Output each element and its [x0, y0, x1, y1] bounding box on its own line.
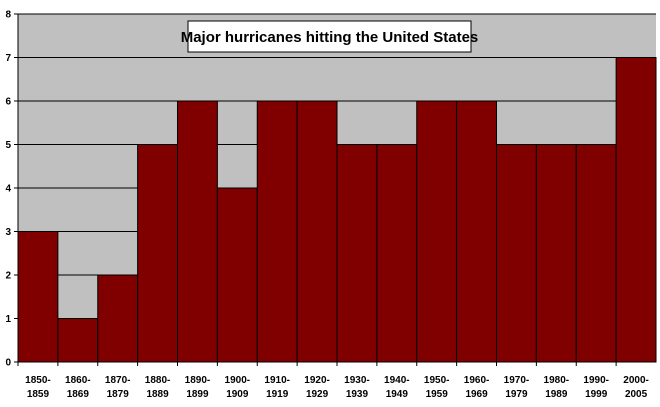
x-axis-tick-labels: 1850- 1859 1860- 1869 1870- 1879 1880- 1889 1890…: [17, 362, 649, 400]
bar: [535, 144, 577, 363]
x-tick-label: 1880- 1889: [145, 375, 171, 400]
bar: [296, 100, 338, 363]
x-tick-label-line2: 1989: [545, 389, 568, 400]
x-tick-label: 1970- 1979: [504, 375, 530, 400]
x-tick-label-line1: 2000-: [623, 375, 649, 386]
title-background: [187, 20, 472, 53]
x-tick-label: 1870- 1879: [105, 375, 131, 400]
x-tick-label-line1: 1850-: [25, 375, 51, 386]
bar: [256, 100, 298, 363]
x-tick-label-line1: 1880-: [145, 375, 171, 386]
x-tick-label: 1930- 1939: [344, 375, 370, 400]
bar: [336, 144, 378, 363]
x-tick-label-line1: 1910-: [264, 375, 290, 386]
x-tick-label-line2: 2005: [625, 389, 648, 400]
x-tick-label-line1: 1890-: [185, 375, 211, 386]
x-tick-label-line2: 1919: [266, 389, 289, 400]
x-tick-label-line1: 1960-: [464, 375, 490, 386]
bar: [376, 144, 418, 363]
x-tick-label-line1: 1990-: [583, 375, 609, 386]
x-tick-label: 1890- 1899: [185, 375, 211, 400]
y-tick-label: 2: [5, 271, 11, 282]
y-tick-label: 5: [5, 140, 11, 151]
x-tick-label-line1: 1870-: [105, 375, 131, 386]
bar: [57, 318, 99, 363]
y-tick-label: 0: [5, 358, 11, 369]
x-tick-label-line1: 1950-: [424, 375, 450, 386]
x-tick-label-line2: 1929: [306, 389, 329, 400]
x-tick-label-line1: 1970-: [504, 375, 530, 386]
x-tick-label-line2: 1889: [146, 389, 169, 400]
y-tick-label: 6: [5, 97, 11, 108]
y-tick-label: 1: [5, 314, 11, 325]
x-tick-label: 1950- 1959: [424, 375, 450, 400]
y-tick-label: 4: [5, 184, 11, 195]
bar: [416, 100, 458, 363]
y-tick-label: 7: [5, 53, 11, 64]
bar: [97, 274, 139, 363]
x-tick-label: 1920- 1929: [304, 375, 330, 400]
x-tick-label: 1850- 1859: [25, 375, 51, 400]
x-tick-label-line2: 1939: [346, 389, 369, 400]
x-tick-label-line1: 1920-: [304, 375, 330, 386]
x-tick-label: 1860- 1869: [65, 375, 91, 400]
x-tick-label: 1940- 1949: [384, 375, 410, 400]
y-tick-label: 8: [5, 10, 11, 21]
bar: [137, 144, 178, 363]
x-tick-label-line2: 1969: [465, 389, 488, 400]
x-tick-label-line2: 1999: [585, 389, 608, 400]
x-tick-label-line2: 1979: [505, 389, 528, 400]
bar: [456, 100, 497, 363]
x-tick-label: 1990- 1999: [583, 375, 609, 400]
x-tick-label: 2000- 2005: [623, 375, 649, 400]
x-tick-label-line1: 1980-: [544, 375, 570, 386]
chart-title: Major hurricanes hitting the United Stat…: [181, 29, 479, 46]
x-tick-label-line1: 1900-: [225, 375, 251, 386]
x-tick-label-line1: 1940-: [384, 375, 410, 386]
y-tick-label: 3: [5, 227, 11, 238]
y-axis-tick-labels: 0 1 2 3 4 5 6 7 8: [5, 10, 18, 369]
x-tick-label-line2: 1949: [386, 389, 409, 400]
x-tick-label-line2: 1909: [226, 389, 249, 400]
x-tick-label-line2: 1869: [67, 389, 90, 400]
x-tick-label: 1980- 1989: [544, 375, 570, 400]
bar: [17, 231, 59, 363]
x-tick-label: 1900- 1909: [225, 375, 251, 400]
x-tick-label-line1: 1930-: [344, 375, 370, 386]
x-tick-label-line2: 1859: [27, 389, 50, 400]
bar: [575, 144, 617, 363]
bar: [615, 57, 657, 363]
x-tick-label-line1: 1860-: [65, 375, 91, 386]
x-tick-label: 1910- 1919: [264, 375, 290, 400]
x-tick-label-line2: 1959: [426, 389, 449, 400]
x-tick-label: 1960- 1969: [464, 375, 490, 400]
bars: [17, 57, 657, 363]
x-tick-label-line2: 1899: [186, 389, 209, 400]
chart-title-box: Major hurricanes hitting the United Stat…: [181, 20, 479, 53]
bar: [216, 187, 258, 363]
bar: [496, 144, 537, 363]
bar: [177, 100, 218, 363]
x-tick-label-line2: 1879: [107, 389, 130, 400]
